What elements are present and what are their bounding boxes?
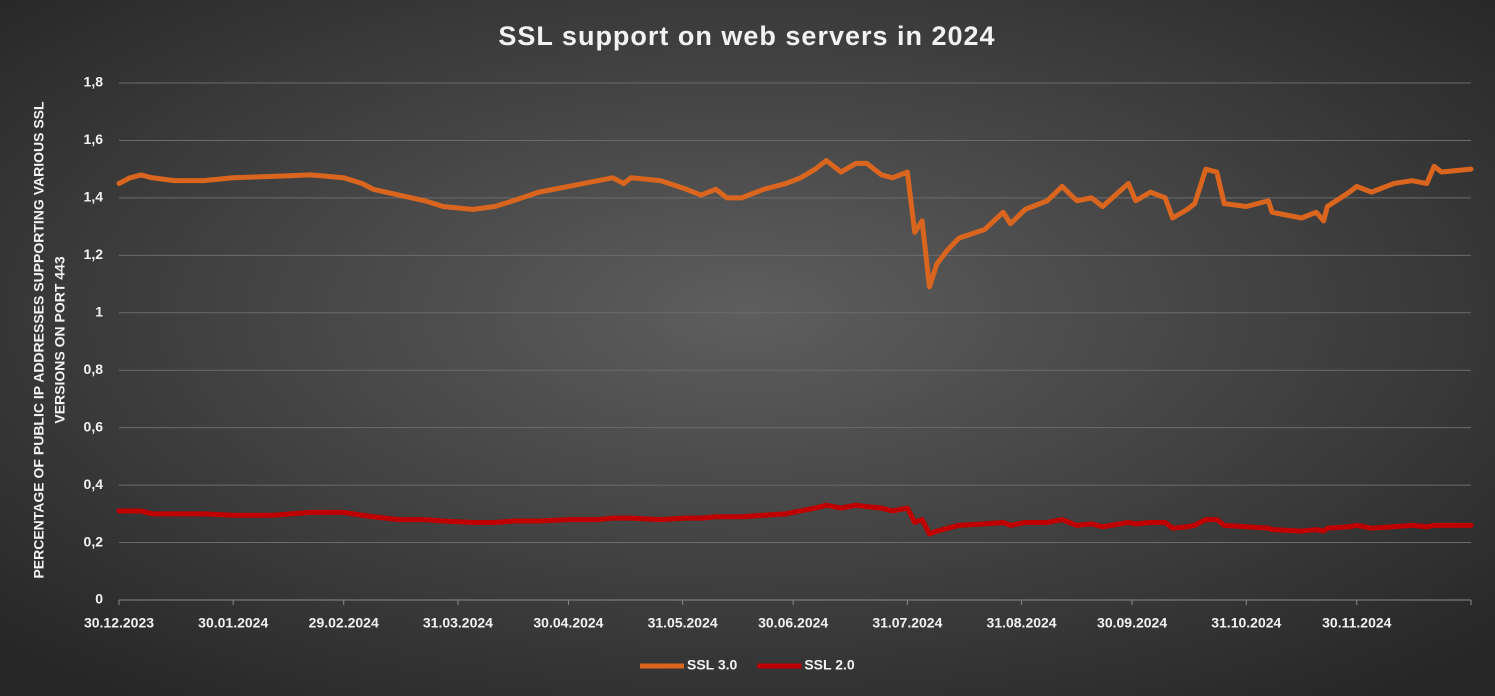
x-tick-label: 29.02.2024 xyxy=(309,615,379,631)
x-tick-label: 30.09.2024 xyxy=(1097,615,1167,631)
y-tick-label: 0,2 xyxy=(84,533,104,549)
y-tick-label: 1,2 xyxy=(84,246,104,262)
x-tick-label: 31.07.2024 xyxy=(872,615,942,631)
x-tick-label: 31.03.2024 xyxy=(423,615,493,631)
y-tick-label: 0,4 xyxy=(84,476,104,492)
x-tick-label: 30.12.2023 xyxy=(84,615,154,631)
x-tick-label: 30.04.2024 xyxy=(533,615,603,631)
y-tick-label: 1,6 xyxy=(84,131,104,147)
x-tick-label: 31.05.2024 xyxy=(648,615,718,631)
y-tick-label: 0,6 xyxy=(84,418,104,434)
x-tick-label: 31.10.2024 xyxy=(1211,615,1281,631)
y-axis-title: PERCENTAGE OF PUBLIC IP ADDRESSES SUPPOR… xyxy=(31,101,68,579)
legend-label: SSL 3.0 xyxy=(687,657,738,673)
y-tick-label: 1,8 xyxy=(84,74,104,90)
legend-label: SSL 2.0 xyxy=(804,657,855,673)
x-tick-label: 30.01.2024 xyxy=(198,615,268,631)
y-tick-label: 0 xyxy=(95,591,103,607)
y-axis-title-line: VERSIONS ON PORT 443 xyxy=(52,256,68,423)
series-line xyxy=(116,158,1474,290)
series-line xyxy=(116,502,1474,537)
y-tick-label: 1,4 xyxy=(84,189,104,205)
x-tick-label: 30.06.2024 xyxy=(758,615,828,631)
x-tick-label: 30.11.2024 xyxy=(1322,615,1392,631)
y-tick-label: 0,8 xyxy=(84,361,104,377)
x-tick-label: 31.08.2024 xyxy=(987,615,1057,631)
chart-title: SSL support on web servers in 2024 xyxy=(498,21,995,51)
y-tick-label: 1 xyxy=(95,303,103,319)
y-axis-title-line: PERCENTAGE OF PUBLIC IP ADDRESSES SUPPOR… xyxy=(31,101,47,579)
